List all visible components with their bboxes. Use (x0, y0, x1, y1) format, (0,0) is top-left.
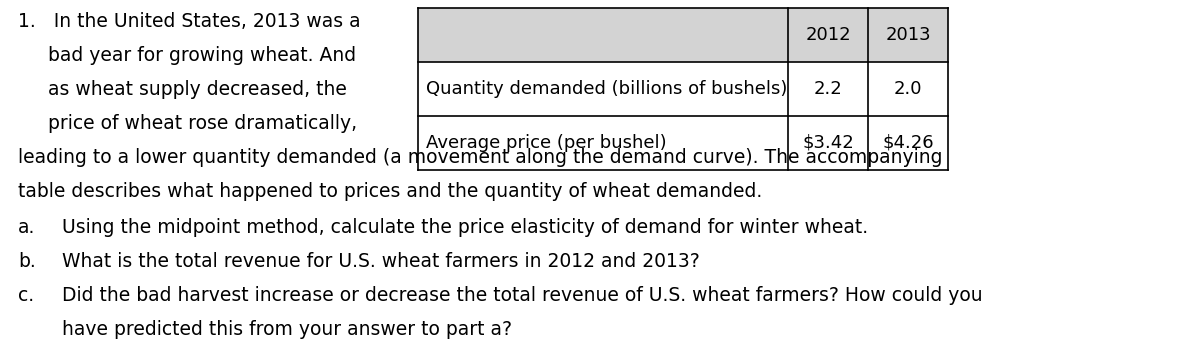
Text: $3.42: $3.42 (802, 134, 854, 152)
Bar (788, 8, 868, 62)
Bar (868, 8, 948, 62)
Text: Average price (per bushel): Average price (per bushel) (426, 134, 667, 152)
Text: table describes what happened to prices and the quantity of wheat demanded.: table describes what happened to prices … (18, 182, 762, 201)
Text: Using the midpoint method, calculate the price elasticity of demand for winter w: Using the midpoint method, calculate the… (62, 218, 868, 237)
Bar (418, 62, 788, 116)
Bar (868, 116, 948, 170)
Text: leading to a lower quantity demanded (a movement along the demand curve). The ac: leading to a lower quantity demanded (a … (18, 148, 942, 167)
Text: a.: a. (18, 218, 35, 237)
Text: c.: c. (18, 286, 34, 305)
Text: as wheat supply decreased, the: as wheat supply decreased, the (18, 80, 347, 99)
Bar (788, 116, 868, 170)
Text: price of wheat rose dramatically,: price of wheat rose dramatically, (18, 114, 358, 133)
Bar (418, 116, 788, 170)
Text: b.: b. (18, 252, 36, 271)
Bar (868, 62, 948, 116)
Text: 2.0: 2.0 (894, 80, 923, 98)
Text: Did the bad harvest increase or decrease the total revenue of U.S. wheat farmers: Did the bad harvest increase or decrease… (62, 286, 983, 305)
Text: bad year for growing wheat. And: bad year for growing wheat. And (18, 46, 356, 65)
Text: 1.   In the United States, 2013 was a: 1. In the United States, 2013 was a (18, 12, 361, 31)
Bar (418, 8, 788, 62)
Text: Quantity demanded (billions of bushels): Quantity demanded (billions of bushels) (426, 80, 787, 98)
Text: $4.26: $4.26 (882, 134, 934, 152)
Text: have predicted this from your answer to part a?: have predicted this from your answer to … (62, 320, 512, 339)
Text: 2013: 2013 (886, 26, 931, 44)
Text: 2.2: 2.2 (814, 80, 842, 98)
Text: What is the total revenue for U.S. wheat farmers in 2012 and 2013?: What is the total revenue for U.S. wheat… (62, 252, 700, 271)
Bar (788, 62, 868, 116)
Text: 2012: 2012 (805, 26, 851, 44)
